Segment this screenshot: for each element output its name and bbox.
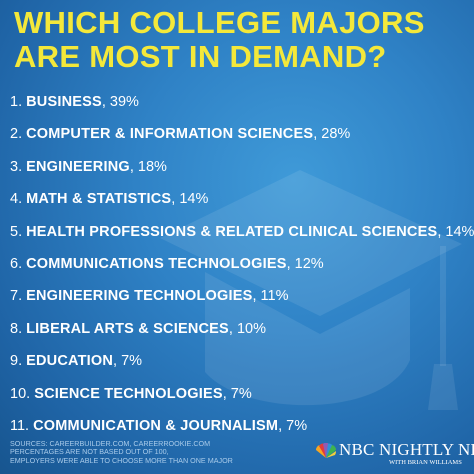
- percent: , 12%: [286, 255, 324, 272]
- majors-list: 1. BUSINESS, 39% 2. COMPUTER & INFORMATI…: [10, 90, 474, 446]
- sources-line: PERCENTAGES ARE NOT BASED OUT OF 100,: [10, 447, 169, 457]
- major-name: MATH & STATISTICS: [26, 191, 172, 208]
- major-name: ENGINEERING: [26, 158, 130, 175]
- percent: , 7%: [113, 353, 143, 370]
- percent: , 28%: [313, 126, 351, 143]
- rank: 3.: [10, 158, 23, 175]
- percent: , 10%: [228, 320, 267, 337]
- major-name: BUSINESS: [26, 94, 102, 110]
- percent: , 39%: [101, 94, 139, 110]
- percent: , 14%: [171, 191, 209, 208]
- rank: 8.: [10, 320, 23, 337]
- list-item: 6. COMMUNICATIONS TECHNOLOGIES, 12%: [10, 252, 474, 284]
- rank: 10.: [10, 385, 31, 402]
- rank: 6.: [10, 255, 23, 272]
- percent: , 11%: [252, 288, 289, 305]
- major-name: LIBERAL ARTS & SCIENCES: [26, 320, 229, 337]
- title-line-2: ARE MOST IN DEMAND?: [14, 39, 387, 74]
- list-item: 3. ENGINEERING, 18%: [10, 155, 474, 187]
- sources-line: EMPLOYERS WERE ABLE TO CHOOSE MORE THAN …: [10, 455, 233, 465]
- percent: , 18%: [129, 158, 167, 175]
- nbc-peacock-icon: [315, 443, 337, 458]
- page-title: WHICH COLLEGE MAJORS ARE MOST IN DEMAND?: [14, 6, 425, 74]
- rank: 7.: [10, 288, 23, 305]
- list-item: 9. EDUCATION, 7%: [10, 349, 474, 381]
- nightly-news-logo: NBC NIGHTLY NEWS WITH BRIAN WILLIAMS: [315, 440, 474, 470]
- list-item: 8. LIBERAL ARTS & SCIENCES, 10%: [10, 317, 474, 349]
- major-name: SCIENCE TECHNOLOGIES: [34, 385, 223, 402]
- rank: 4.: [10, 191, 23, 208]
- major-name: HEALTH PROFESSIONS & RELATED CLINICAL SC…: [26, 223, 438, 240]
- rank: 9.: [10, 353, 23, 370]
- list-item: 4. MATH & STATISTICS, 14%: [10, 187, 474, 219]
- list-item: 10. SCIENCE TECHNOLOGIES, 7%: [10, 382, 474, 414]
- rank: 2.: [10, 126, 23, 143]
- list-item: 5. HEALTH PROFESSIONS & RELATED CLINICAL…: [10, 220, 474, 252]
- list-item: 1. BUSINESS, 39%: [10, 90, 474, 122]
- major-name: COMMUNICATIONS TECHNOLOGIES: [26, 255, 287, 272]
- rank: 5.: [10, 223, 23, 240]
- list-item: 2. COMPUTER & INFORMATION SCIENCES, 28%: [10, 122, 474, 154]
- major-name: EDUCATION: [26, 353, 114, 370]
- major-name: COMPUTER & INFORMATION SCIENCES: [26, 126, 314, 143]
- rank: 11.: [10, 417, 30, 434]
- sources-footnote: SOURCES: CAREERBUILDER.COM, CAREERROOKIE…: [10, 439, 233, 465]
- sources-line: SOURCES: CAREERBUILDER.COM, CAREERROOKIE…: [10, 439, 211, 448]
- list-item: 11. COMMUNICATION & JOURNALISM, 7%: [10, 414, 474, 446]
- logo-text: NBC NIGHTLY NEWS: [339, 440, 474, 459]
- list-item: 7. ENGINEERING TECHNOLOGIES, 11%: [10, 284, 474, 316]
- title-line-1: WHICH COLLEGE MAJORS: [14, 5, 425, 40]
- percent: , 7%: [278, 417, 308, 434]
- major-name: COMMUNICATION & JOURNALISM: [33, 417, 279, 434]
- logo-subtitle: WITH BRIAN WILLIAMS: [389, 459, 462, 466]
- rank: 1.: [10, 94, 23, 110]
- percent: , 14%: [437, 223, 474, 240]
- major-name: ENGINEERING TECHNOLOGIES: [26, 288, 253, 305]
- percent: , 7%: [222, 385, 252, 402]
